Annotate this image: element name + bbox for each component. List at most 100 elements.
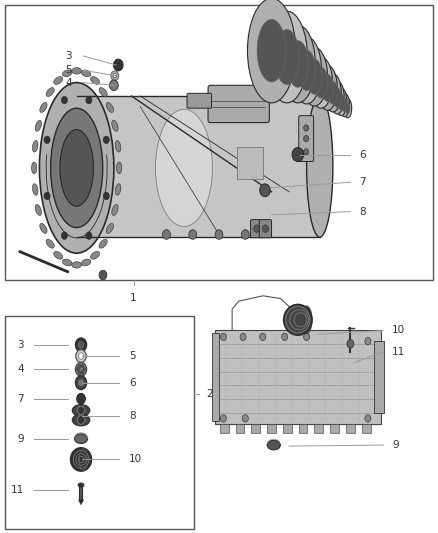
Circle shape bbox=[78, 365, 81, 368]
Ellipse shape bbox=[81, 70, 91, 77]
FancyBboxPatch shape bbox=[259, 220, 272, 238]
Circle shape bbox=[347, 340, 354, 348]
Circle shape bbox=[78, 342, 84, 348]
Bar bbox=[251, 424, 260, 433]
Ellipse shape bbox=[307, 59, 322, 94]
Ellipse shape bbox=[257, 19, 286, 82]
Circle shape bbox=[81, 365, 84, 368]
Circle shape bbox=[254, 225, 260, 232]
Circle shape bbox=[86, 232, 92, 239]
Ellipse shape bbox=[72, 262, 81, 268]
Ellipse shape bbox=[99, 239, 107, 248]
Ellipse shape bbox=[32, 184, 38, 195]
Circle shape bbox=[365, 415, 371, 422]
Bar bbox=[267, 424, 276, 433]
Ellipse shape bbox=[106, 223, 113, 233]
Bar bbox=[299, 424, 307, 433]
Circle shape bbox=[75, 362, 87, 376]
Circle shape bbox=[113, 59, 123, 71]
Circle shape bbox=[220, 333, 226, 341]
Ellipse shape bbox=[336, 88, 347, 116]
Circle shape bbox=[260, 333, 266, 341]
Ellipse shape bbox=[333, 87, 342, 108]
Ellipse shape bbox=[40, 223, 47, 233]
Circle shape bbox=[111, 71, 119, 80]
Text: 9: 9 bbox=[18, 434, 24, 443]
Circle shape bbox=[215, 230, 223, 239]
Ellipse shape bbox=[99, 87, 107, 96]
Ellipse shape bbox=[115, 184, 121, 195]
Text: 1: 1 bbox=[130, 293, 137, 303]
Ellipse shape bbox=[91, 252, 99, 259]
Ellipse shape bbox=[72, 68, 81, 74]
FancyBboxPatch shape bbox=[251, 220, 263, 238]
Text: 2: 2 bbox=[206, 390, 212, 399]
Text: 11: 11 bbox=[392, 347, 405, 357]
Ellipse shape bbox=[112, 205, 118, 215]
Circle shape bbox=[220, 415, 226, 422]
Ellipse shape bbox=[71, 448, 92, 471]
Circle shape bbox=[75, 338, 87, 352]
Ellipse shape bbox=[325, 74, 341, 112]
Ellipse shape bbox=[318, 66, 337, 110]
Ellipse shape bbox=[81, 259, 91, 266]
Text: 9: 9 bbox=[392, 440, 399, 450]
Ellipse shape bbox=[35, 205, 42, 215]
Ellipse shape bbox=[40, 102, 47, 112]
Ellipse shape bbox=[307, 96, 333, 237]
Ellipse shape bbox=[50, 108, 102, 228]
Ellipse shape bbox=[78, 483, 84, 487]
Text: 5: 5 bbox=[66, 66, 72, 75]
Circle shape bbox=[304, 149, 309, 155]
Ellipse shape bbox=[301, 47, 328, 106]
Circle shape bbox=[78, 406, 85, 415]
FancyBboxPatch shape bbox=[299, 116, 314, 161]
Ellipse shape bbox=[292, 37, 321, 104]
Ellipse shape bbox=[330, 81, 344, 114]
Ellipse shape bbox=[298, 50, 315, 91]
Circle shape bbox=[304, 333, 310, 341]
Ellipse shape bbox=[74, 434, 88, 443]
Ellipse shape bbox=[63, 70, 72, 77]
Ellipse shape bbox=[91, 77, 99, 84]
Circle shape bbox=[78, 416, 85, 424]
Text: 6: 6 bbox=[129, 378, 136, 387]
Circle shape bbox=[240, 333, 246, 341]
Bar bbox=[220, 424, 229, 433]
Text: 10: 10 bbox=[392, 326, 405, 335]
Ellipse shape bbox=[63, 259, 72, 266]
Ellipse shape bbox=[301, 306, 312, 334]
Text: 7: 7 bbox=[18, 394, 24, 403]
FancyBboxPatch shape bbox=[187, 93, 212, 108]
Text: 7: 7 bbox=[359, 177, 366, 187]
Circle shape bbox=[304, 125, 309, 131]
Circle shape bbox=[162, 230, 170, 239]
Ellipse shape bbox=[39, 83, 114, 253]
Text: 4: 4 bbox=[18, 365, 24, 374]
Bar bbox=[314, 424, 323, 433]
Circle shape bbox=[77, 393, 85, 404]
Ellipse shape bbox=[35, 120, 42, 131]
Circle shape bbox=[262, 225, 268, 232]
Circle shape bbox=[103, 136, 110, 143]
Bar bbox=[237, 147, 263, 179]
Circle shape bbox=[61, 232, 67, 239]
Text: 5: 5 bbox=[129, 351, 136, 361]
Circle shape bbox=[75, 376, 87, 390]
Ellipse shape bbox=[115, 141, 121, 152]
Ellipse shape bbox=[287, 41, 308, 87]
Bar bbox=[212, 333, 219, 421]
Circle shape bbox=[242, 415, 248, 422]
Ellipse shape bbox=[46, 87, 54, 96]
Circle shape bbox=[83, 368, 85, 371]
Circle shape bbox=[113, 74, 117, 78]
Ellipse shape bbox=[267, 440, 280, 450]
Text: 3: 3 bbox=[18, 340, 24, 350]
Ellipse shape bbox=[342, 98, 348, 112]
Bar bbox=[283, 424, 292, 433]
Circle shape bbox=[304, 135, 309, 142]
Text: 8: 8 bbox=[359, 207, 366, 216]
Circle shape bbox=[99, 270, 107, 280]
Ellipse shape bbox=[117, 162, 122, 174]
Text: 3: 3 bbox=[66, 51, 72, 61]
